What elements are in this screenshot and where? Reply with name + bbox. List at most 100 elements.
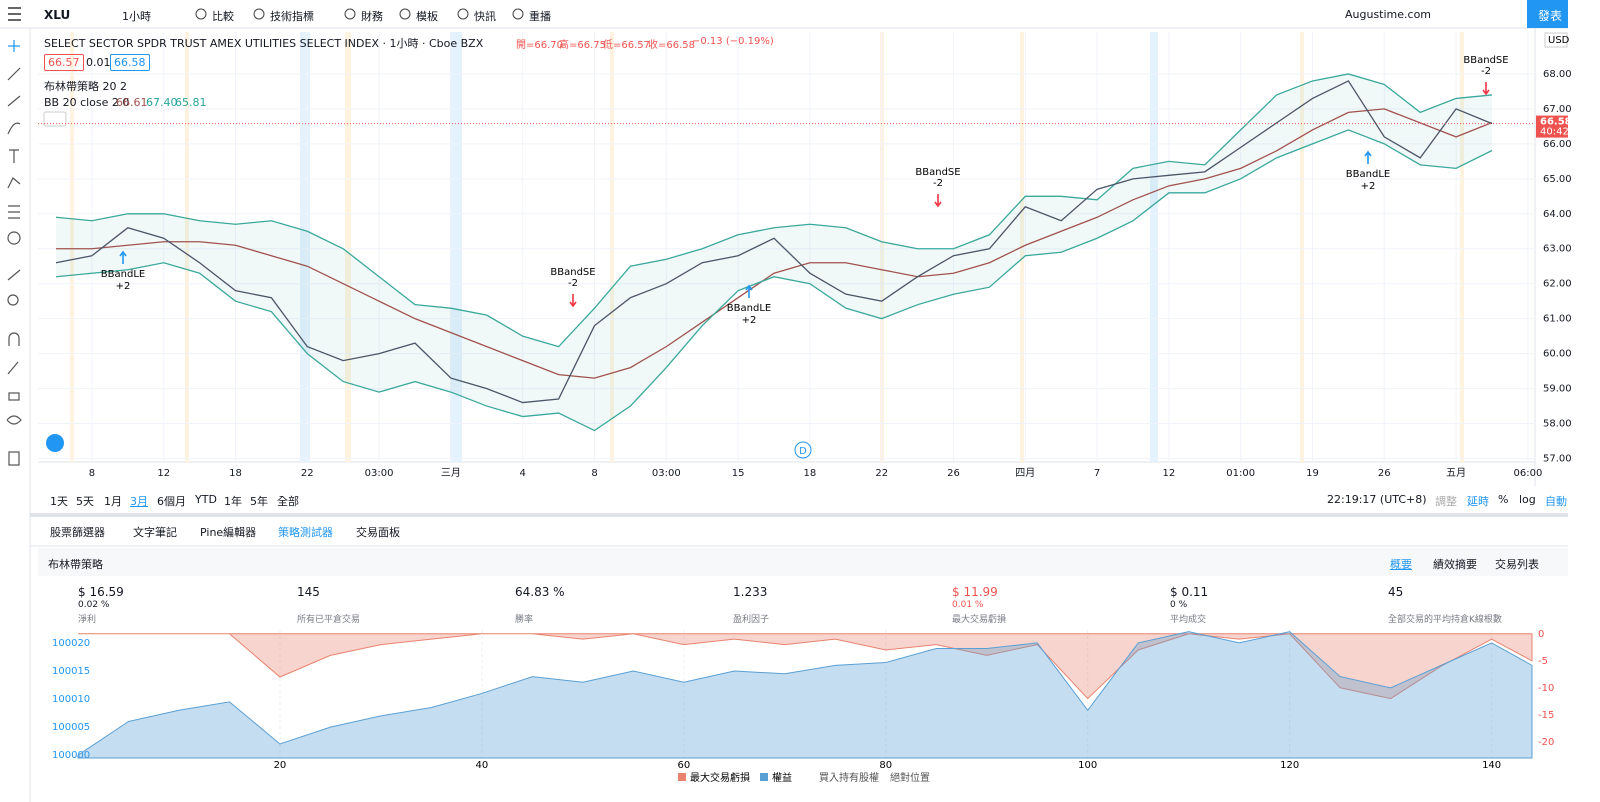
drawing-tools[interactable] [6, 40, 22, 466]
y-tick-label: 58.00 [1543, 419, 1572, 430]
tab[interactable]: 交易面板 [356, 526, 400, 539]
range[interactable]: 5年 [250, 495, 268, 508]
x-tick-label: 40 [476, 760, 489, 771]
cloud-icon[interactable] [46, 434, 64, 452]
clock: 22:19:17 (UTC+8) [1327, 493, 1427, 506]
range[interactable]: 1天 [50, 495, 68, 508]
x-tick-label: 22 [301, 468, 314, 479]
x-tick-label: 五月 [1446, 467, 1466, 479]
view-tab[interactable]: 交易列表 [1495, 558, 1539, 571]
y2-tick-label: -10 [1538, 683, 1554, 694]
band-fill [56, 73, 1492, 431]
x-tick-label: 01:00 [1226, 468, 1255, 479]
series-line [55, 73, 1493, 348]
y-tick-label: 68.00 [1543, 69, 1572, 80]
stat-sub: 0 % [1170, 600, 1188, 610]
tab[interactable]: 股票篩選器 [50, 526, 105, 539]
stat-value: $ 0.11 [1170, 585, 1209, 599]
signal-label: BBandLE [1346, 169, 1390, 180]
symbol[interactable]: XLU [44, 8, 71, 22]
session-shade [450, 32, 462, 462]
range[interactable]: 6個月 [157, 495, 186, 508]
x-tick-label: 7 [1094, 468, 1100, 479]
toolbar-icon [344, 8, 356, 20]
toolbar-item[interactable]: 財務 [361, 10, 383, 23]
y-tick-label: 100015 [52, 666, 90, 677]
publish-bg[interactable] [1527, 0, 1568, 28]
y-tick-label: 100020 [52, 638, 90, 649]
area [77, 631, 1533, 759]
range[interactable]: 1年 [224, 495, 242, 508]
stat-label: 淨利 [78, 615, 97, 625]
stat-sub: 0.01 % [952, 600, 984, 610]
dividend-marker [794, 441, 812, 459]
toolbar-item[interactable]: 模板 [416, 10, 438, 23]
option[interactable]: 自動 [1545, 495, 1567, 508]
change: −0.13 (−0.19%) [692, 36, 774, 47]
y-tick-label: 100010 [52, 694, 90, 705]
signal-arrow [934, 194, 942, 208]
last-price: 66.58 [1540, 117, 1572, 128]
range[interactable]: 全部 [277, 495, 299, 508]
signal-arrow [1364, 150, 1372, 164]
range[interactable]: 5天 [76, 495, 94, 508]
tab[interactable]: Pine編輯器 [200, 526, 257, 539]
view-tab[interactable]: 概要 [1390, 558, 1412, 571]
x-tick-label: 四月 [1015, 467, 1035, 479]
ohlc: 高=66.75 [559, 40, 607, 51]
tab[interactable]: 文字筆記 [133, 526, 177, 539]
signal-arrow [1482, 82, 1490, 96]
x-tick-label: 120 [1280, 760, 1299, 771]
option[interactable]: 調整 [1435, 495, 1457, 508]
y-tick-label: 100005 [52, 722, 90, 733]
account[interactable]: Augustime.com [1345, 8, 1432, 21]
signal-qty: -2 [1481, 66, 1491, 77]
view-tab[interactable]: 績效摘要 [1433, 558, 1477, 571]
menu-icon[interactable] [8, 7, 21, 21]
session-shade [1300, 32, 1304, 462]
y-tick-label: 64.00 [1543, 209, 1572, 220]
x-tick-label: 06:00 [1513, 468, 1542, 479]
stat-label: 平均成交 [1170, 615, 1207, 625]
bb-value: 67.40 [146, 96, 178, 109]
option[interactable]: log [1519, 493, 1536, 506]
x-tick-label: 4 [520, 468, 526, 479]
range[interactable]: 3月 [130, 495, 148, 508]
y-tick-label: 57.00 [1543, 454, 1572, 465]
toolbar-item[interactable]: 快訊 [474, 10, 496, 23]
strategy-header-bg [38, 548, 1568, 576]
publish[interactable]: 發表 [1538, 9, 1563, 23]
series-line [55, 80, 1493, 404]
stat-value: $ 16.59 [78, 585, 124, 599]
toolbar-item[interactable]: 重播 [529, 10, 551, 23]
collapse-button[interactable] [43, 111, 67, 127]
x-tick-label: 18 [804, 468, 817, 479]
signal-qty: +2 [742, 315, 757, 326]
stat-value: $ 11.99 [952, 585, 998, 599]
y-tick-label: 100000 [52, 750, 90, 761]
option[interactable]: 延時 [1467, 495, 1489, 508]
session-shade [1460, 32, 1464, 462]
legend-swatch [678, 773, 686, 781]
session-shade [610, 32, 614, 462]
legend-title: SELECT SECTOR SPDR TRUST AMEX UTILITIES … [44, 37, 484, 50]
countdown: 40:42 [1540, 127, 1569, 138]
range[interactable]: YTD [195, 493, 217, 506]
y-tick-label: 60.00 [1543, 349, 1572, 360]
signal-label: BBandLE [727, 303, 771, 314]
toolbar-item[interactable]: 技術指標 [270, 10, 314, 23]
stat-label: 全部交易的平均持倉K線根數 [1388, 615, 1502, 625]
session-shade [1150, 32, 1158, 462]
tab[interactable]: 策略測試器 [278, 526, 333, 539]
x-tick-label: 三月 [441, 467, 461, 479]
x-tick-label: 20 [274, 760, 287, 771]
area [78, 633, 1533, 700]
stat-label: 最大交易虧損 [952, 615, 1007, 625]
range[interactable]: 1月 [104, 495, 122, 508]
interval[interactable]: 1小時 [122, 10, 151, 23]
bb-value: 65.81 [175, 96, 207, 109]
legend-label: 買入持有股權 [819, 771, 879, 784]
toolbar-item[interactable]: 比較 [212, 10, 234, 23]
option[interactable]: % [1498, 493, 1509, 506]
